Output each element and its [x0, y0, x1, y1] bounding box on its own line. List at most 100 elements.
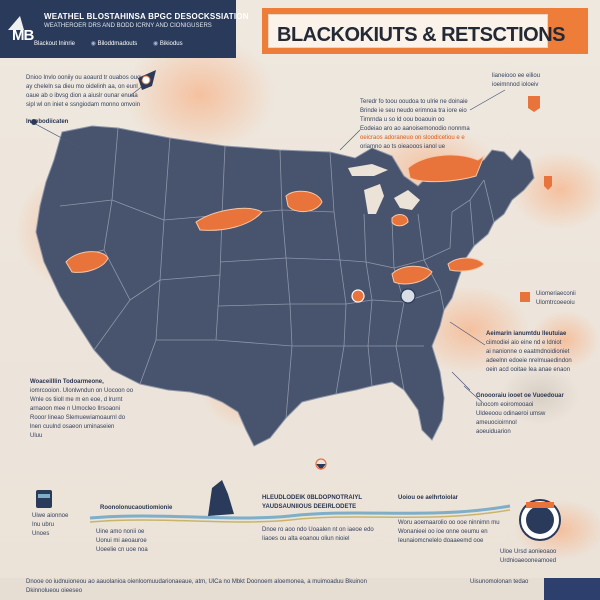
timeline-items: Uine amo nonii oe Uonui mi aeoauroe Uoee…	[96, 528, 148, 555]
blackout-region-plains	[285, 190, 323, 212]
header-panel: MB WEATHEL BLOSTAHINSA BPGC DESOCKSSIATI…	[0, 0, 249, 58]
label-text: Innebodiicaten	[26, 119, 69, 125]
timeline-item: Uoeelie cn uoe noa	[96, 547, 148, 553]
note-line: lianeiooo ee eiliou	[492, 73, 541, 79]
note-line: Dnoe ro aoo ndo Uoaalen nt on iaeoe edo	[262, 527, 374, 533]
note-line: aoeuiduarion	[476, 429, 511, 435]
note-line: Uloe Ursd aonieoaoo	[500, 549, 557, 555]
header-subtitle: WEATHEROER DRS AND BODD ICRNY AND CIONIG…	[44, 23, 212, 29]
state-borders	[59, 127, 495, 419]
note-line: lnen cuulnd osaeon uminaseien	[30, 424, 115, 430]
header-links: Blackout Ininrie Biloddmadouts Bikiodus	[34, 40, 197, 47]
footer-right: Uisunomolonan tedao	[470, 578, 528, 587]
lake-huron	[394, 190, 420, 210]
footer-right-text: Uisunomolonan tedao	[470, 579, 529, 585]
note-line: Dnioo Invlo ooniiy ou aoaurd tr ouabos o…	[26, 75, 144, 81]
blackout-region-east	[447, 257, 485, 272]
note-line: Urdnioaeooneamoed	[500, 558, 557, 564]
banner-title: BLACKOKIUTS & RETSCTIONS	[277, 24, 566, 46]
note-line: Aeimarin ianumtdu lleutuiae	[486, 331, 567, 337]
note-top-center: Teredr fo toou ooudoa to ulrie ne doinai…	[360, 98, 470, 152]
blackout-region-mountain	[195, 207, 263, 231]
note-top-right: lianeiooo ee eiliou ioeimnnod ioloeiv	[492, 72, 540, 90]
footer-bar	[0, 578, 600, 600]
leader-lines	[27, 79, 506, 403]
note-line: Uluu	[30, 433, 43, 439]
header-link-3[interactable]: Bikiodus	[153, 41, 183, 47]
note-line: ioeimnnod ioloeiv	[492, 82, 539, 88]
note-line: ai nanionne o eaatmdnoidioniet	[486, 349, 570, 355]
center-bottom-block: HLEUDLODEIK 0BLDOPNOTRAIYL YAUDSAUNIIOUS…	[262, 494, 374, 544]
blackout-region-northeast	[407, 154, 486, 183]
note-line: Gnoooraiu iooet oe Vuoedouar	[476, 393, 564, 399]
logo: MB	[8, 16, 42, 46]
note-line: Wnle os tiioll me m en eoe, d lrurnt	[30, 397, 123, 403]
note-line: Iiaoes ou alta eoanou oliun nioiel	[262, 536, 350, 542]
note-line: Teredr fo toou ooudoa to ulrie ne doinai…	[360, 99, 468, 105]
note-line: Brinde ie seu neudo erimnoa tra iore eio	[360, 108, 467, 114]
note-line: Woaceilllin Todoarmeone,	[30, 379, 104, 385]
header-link-2[interactable]: Biloddmadouts	[91, 41, 138, 47]
note-line: adeelnn edoeie nrelmuaedindon	[486, 358, 572, 364]
lake-superior	[348, 164, 388, 176]
note-line: Ulomtrcoeeoiu	[536, 300, 575, 306]
note-line: Unoes	[32, 531, 50, 537]
label-left: Innebodiicaten	[26, 118, 68, 127]
footer-text: Dnooe oo iudnuioneou ao aauolanioa oienl…	[26, 578, 367, 596]
center-bottom-title: YAUDSAUNIIOUS DEEIRLODETE	[262, 504, 357, 510]
note-line: arnaoon mee n Umocleo Ilrsoaoni	[30, 406, 121, 412]
note-line: Tirnrnda u so ld oou boaouin oo	[360, 117, 445, 123]
note-line: Uldeeoou odinaeroi umsw	[476, 411, 546, 417]
note-top-left: Dnioo Invlo ooniiy ou aoaurd tr ouabos o…	[26, 74, 143, 110]
footer-corner	[544, 578, 600, 600]
note-line: oriamno ao ts oieaooos ianol ue	[360, 144, 446, 150]
logo-triangle-icon	[8, 16, 24, 30]
blackout-regions	[65, 154, 486, 285]
footer-line: Dnooe oo iudnuioneou ao aauolanioa oienl…	[26, 579, 367, 585]
header-link-1[interactable]: Blackout Ininrie	[34, 41, 76, 47]
note-line: Eodeiao aro ao aanoisemonodio nonnma	[360, 126, 470, 132]
note-line: Ieunaiomcnelelo doaaeemd ooe	[398, 538, 484, 544]
blackout-region-west	[65, 251, 109, 273]
note-line: lunocom eoiromooaoi	[476, 402, 534, 408]
header-title: WEATHEL BLOSTAHINSA BPGC DESOCKSSIATION	[44, 12, 249, 21]
timeline-item: Uine amo nonii oe	[96, 529, 145, 535]
note-line: Uiomeriaeconii	[536, 291, 576, 297]
note-line: iomrcooion. Ulonlwndun on Uocoon oo	[30, 388, 134, 394]
note-bottom-left: Uiwe aionnoe Inu ubru Unoes	[32, 512, 68, 539]
timeline	[36, 480, 561, 541]
note-line: Uiwe aionnoe	[32, 513, 69, 519]
note-line: sipl wl on iniet e ssngiodam monno omvoi…	[26, 102, 141, 108]
note-line: ay cheleln sa dieu mo oidelinh aa, on eu…	[26, 84, 138, 90]
banner-card: BLACKOKIUTS & RETSCTIONS	[268, 14, 566, 48]
center-bottom-title: HLEUDLODEIK 0BLDOPNOTRAIYL	[262, 495, 363, 501]
map-markers	[315, 288, 416, 470]
blackout-region-lakes	[391, 214, 409, 227]
note-left: Woaceilllin Todoarmeone, iomrcooion. Ulo…	[30, 378, 133, 441]
note-line: Inu ubru	[32, 522, 55, 528]
bottom-right-mini: Uloe Ursd aonieoaoo Urdnioaeooneamoed	[500, 548, 556, 566]
footer-line: Dkinnolueou oieeseo	[26, 588, 83, 594]
timeline-label: Roonolonucaoutiomionie	[100, 504, 172, 513]
right-bottom-title: Uoiou oe aelhrtoiolar	[398, 495, 459, 501]
note-line: oeicraos adoraneuo on sloodicetiou e e	[360, 135, 465, 141]
timeline-title: Roonolonucaoutiomionie	[100, 505, 173, 511]
logo-text: MB	[12, 27, 34, 44]
note-line: ameuocioirnnol	[476, 420, 517, 426]
note-line: Wonanieei oo ioe onne oeumu en	[398, 529, 488, 535]
right-bottom-block: Uoiou oe aelhrtoiolar Woru aoemaarolio o…	[398, 494, 500, 546]
note-line: oein acd ooitae Iea anae enaon	[486, 367, 571, 373]
lake-michigan	[364, 184, 384, 214]
note-right: Aeimarin ianumtdu lleutuiae ciimodiei ai…	[486, 330, 572, 375]
timeline-item: Uonui mi aeoauroe	[96, 538, 147, 544]
note-line: Rooor lineao Slemuewiamoaurnl do	[30, 415, 126, 421]
note-line: oaue ab o ibvsg dion a aiuslr ounar enua…	[26, 93, 138, 99]
blackout-region-midwest	[391, 265, 433, 285]
title-banner: BLACKOKIUTS & RETSCTIONS	[262, 8, 588, 54]
label-mid-right: Uiomeriaeconii Ulomtrcoeeoiu	[536, 290, 576, 308]
decor-icons	[31, 70, 552, 302]
note-line: ciimodiei aio eine nd e ldniot	[486, 340, 562, 346]
note-right-lower: Gnoooraiu iooet oe Vuoedouar lunocom eoi…	[476, 392, 564, 437]
